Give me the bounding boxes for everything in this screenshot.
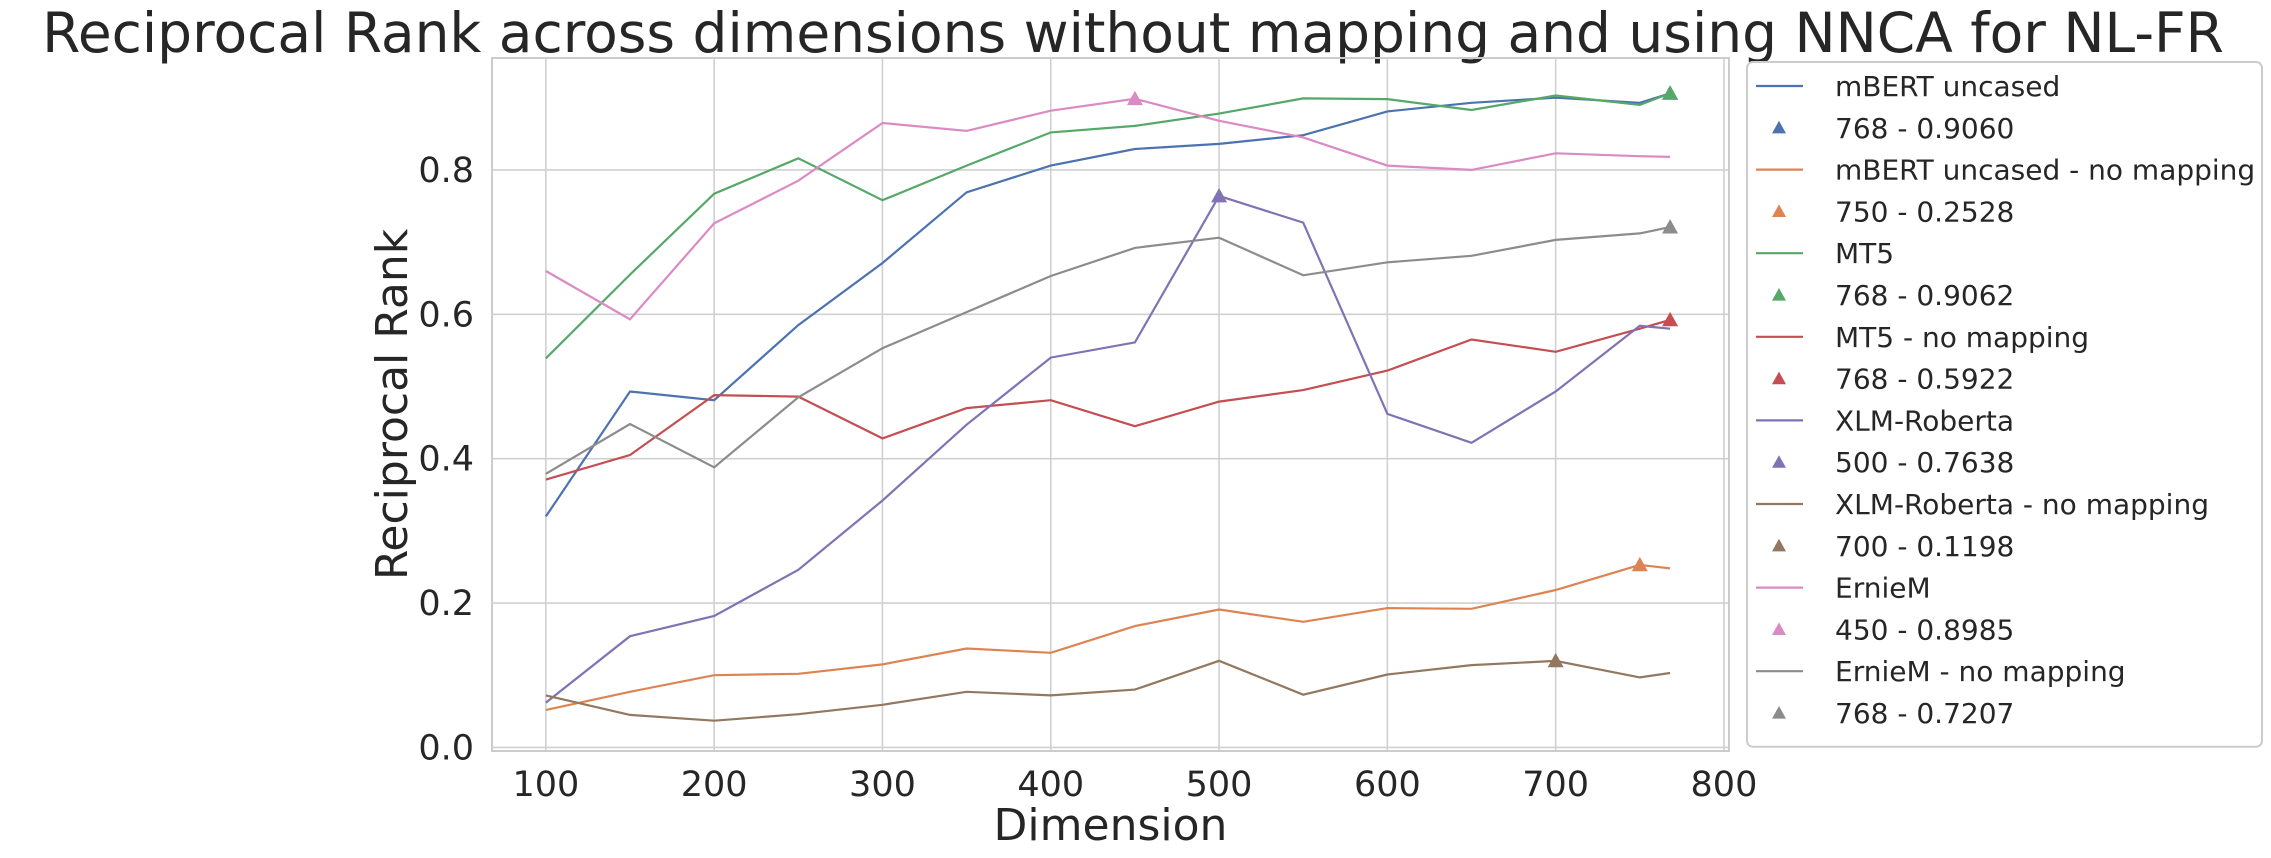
legend-marker-label: 500 - 0.7638: [1835, 446, 2014, 479]
peak-marker: [1126, 90, 1143, 106]
series-line: [545, 194, 1671, 704]
series-line: [545, 563, 1671, 711]
x-tick-label: 300: [849, 765, 916, 805]
x-tick-label: 700: [1522, 765, 1589, 805]
legend-marker-swatch: [1772, 120, 1786, 134]
series-line: [545, 659, 1671, 722]
y-tick-label: 0.4: [418, 440, 474, 480]
series-line: [545, 226, 1671, 475]
x-axis-label: Dimension: [994, 800, 1228, 851]
legend-frame: [1746, 61, 2263, 748]
legend-marker-swatch: [1772, 371, 1786, 385]
legend-series-label: ErnieM: [1835, 572, 1931, 605]
series-line: [545, 92, 1671, 360]
legend-marker-swatch: [1772, 204, 1786, 217]
legend-series-label: mBERT uncased: [1835, 70, 2060, 103]
legend-series-label: MT5 - no mapping: [1835, 321, 2089, 354]
peak-marker: [1662, 85, 1679, 100]
peak-marker: [1631, 556, 1648, 572]
legend-marker-label: 768 - 0.9062: [1835, 279, 2014, 312]
y-tick-label: 0.0: [418, 728, 474, 768]
legend-marker-label: 700 - 0.1198: [1835, 530, 2014, 563]
legend-marker-label: 768 - 0.5922: [1835, 363, 2014, 396]
x-tick-label: 800: [1691, 765, 1758, 805]
legend-series-label: XLM-Roberta: [1835, 404, 2014, 437]
x-tick-label: 200: [681, 765, 748, 805]
tick-labels: 100 200 300 400 500 600 700 800 0.0 0.2 0.4 0.6 0.8: [418, 151, 1757, 805]
legend-series-label: XLM-Roberta - no mapping: [1835, 488, 2209, 521]
series-lines: [544, 92, 1671, 722]
x-tick-label: 100: [512, 765, 579, 805]
legend-series-label: MT5: [1835, 237, 1894, 270]
legend-marker-swatch: [1772, 622, 1786, 635]
y-tick-label: 0.6: [418, 295, 474, 335]
peak-marker: [1547, 652, 1564, 668]
legend-marker-swatch: [1772, 288, 1786, 301]
peak-markers: [1126, 85, 1679, 668]
x-tick-label: 400: [1017, 765, 1084, 805]
legend-marker-swatch: [1772, 455, 1786, 468]
grid-lines: [492, 58, 1729, 751]
y-tick-label: 0.2: [418, 584, 474, 624]
peak-marker: [1662, 219, 1679, 234]
legend-series-label: mBERT uncased - no mapping: [1835, 154, 2255, 187]
legend-marker-label: 450 - 0.8985: [1835, 613, 2014, 646]
legend-marker-label: 768 - 0.7207: [1835, 697, 2014, 730]
legend-marker-label: 768 - 0.9060: [1835, 112, 2014, 145]
peak-marker: [1662, 311, 1679, 327]
y-axis-label: Reciprocal Rank: [367, 228, 418, 580]
plot-area-frame: [491, 57, 1730, 752]
legend-marker-label: 750 - 0.2528: [1835, 195, 2014, 228]
legend-series-label: ErnieM - no mapping: [1835, 655, 2126, 688]
legend: mBERT uncased 768 - 0.9060 mBERT uncased -…: [1746, 61, 2263, 748]
series-line: [545, 318, 1671, 481]
legend-marker-swatch: [1772, 706, 1786, 719]
y-tick-label: 0.8: [418, 151, 474, 191]
x-tick-label: 600: [1354, 765, 1421, 805]
chart-title: Reciprocal Rank across dimensions withou…: [42, 1, 2224, 65]
legend-marker-swatch: [1772, 538, 1786, 552]
peak-marker: [1211, 188, 1228, 203]
x-tick-label: 500: [1186, 765, 1253, 805]
